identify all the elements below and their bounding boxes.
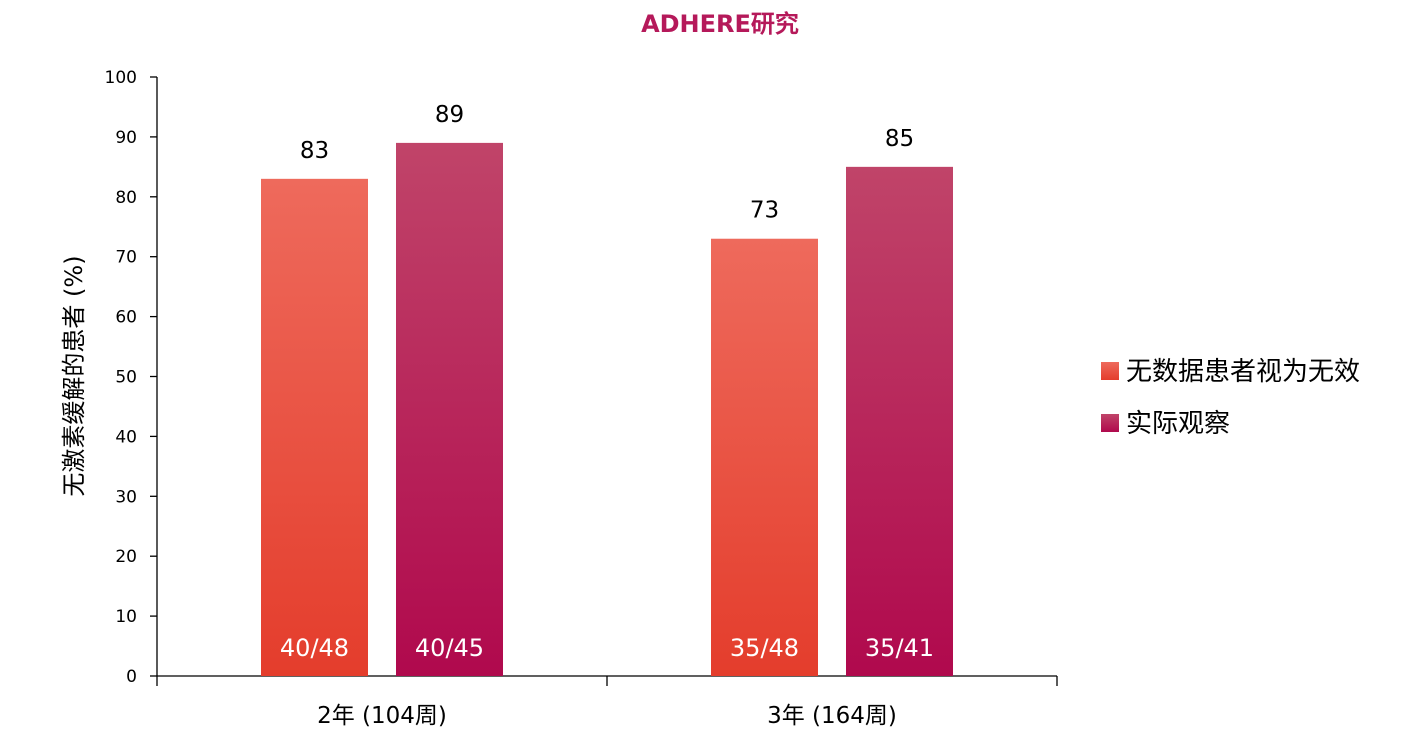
- y-tick-label: 0: [126, 667, 137, 687]
- y-tick-label: 70: [115, 248, 137, 268]
- y-tick-label: 10: [115, 607, 137, 627]
- bar: [846, 166, 953, 676]
- y-tick-label: 20: [115, 547, 137, 567]
- y-axis-label: 无激素缓解的患者 (%): [60, 255, 88, 496]
- y-tick-label: 80: [115, 188, 137, 208]
- bar: [396, 142, 503, 676]
- bar-value-label: 85: [885, 126, 914, 152]
- legend-label: 实际观察: [1126, 409, 1230, 439]
- bar-count-label: 40/45: [415, 634, 484, 662]
- bar-count-label: 40/48: [280, 634, 349, 662]
- bars-group: 83 40/48 89 40/45 73 35/48 85 35/41: [261, 102, 953, 677]
- x-axis: 2年 (104周) 3年 (164周): [156, 675, 1058, 729]
- y-tick-label: 100: [105, 68, 137, 88]
- y-tick-label: 60: [115, 308, 137, 328]
- bar-count-label: 35/41: [865, 634, 934, 662]
- x-category-label: 2年 (104周): [317, 703, 447, 729]
- bar: [711, 238, 818, 677]
- chart-title: ADHERE研究: [641, 10, 799, 38]
- y-axis: 0 10 20 30 40 50 60 70 80 90 100: [105, 68, 158, 687]
- bar: [261, 178, 368, 676]
- y-tick-label: 40: [115, 427, 137, 447]
- y-tick-label: 50: [115, 368, 137, 388]
- bar-value-label: 89: [435, 102, 464, 128]
- legend-swatch: [1101, 362, 1119, 380]
- x-category-label: 3年 (164周): [767, 703, 897, 729]
- bar-count-label: 35/48: [730, 634, 799, 662]
- bar-value-label: 73: [750, 198, 779, 224]
- legend-swatch: [1101, 414, 1119, 432]
- legend-label: 无数据患者视为无效: [1126, 357, 1360, 387]
- y-tick-label: 30: [115, 487, 137, 507]
- bar-value-label: 83: [300, 138, 329, 164]
- y-tick-label: 90: [115, 128, 137, 148]
